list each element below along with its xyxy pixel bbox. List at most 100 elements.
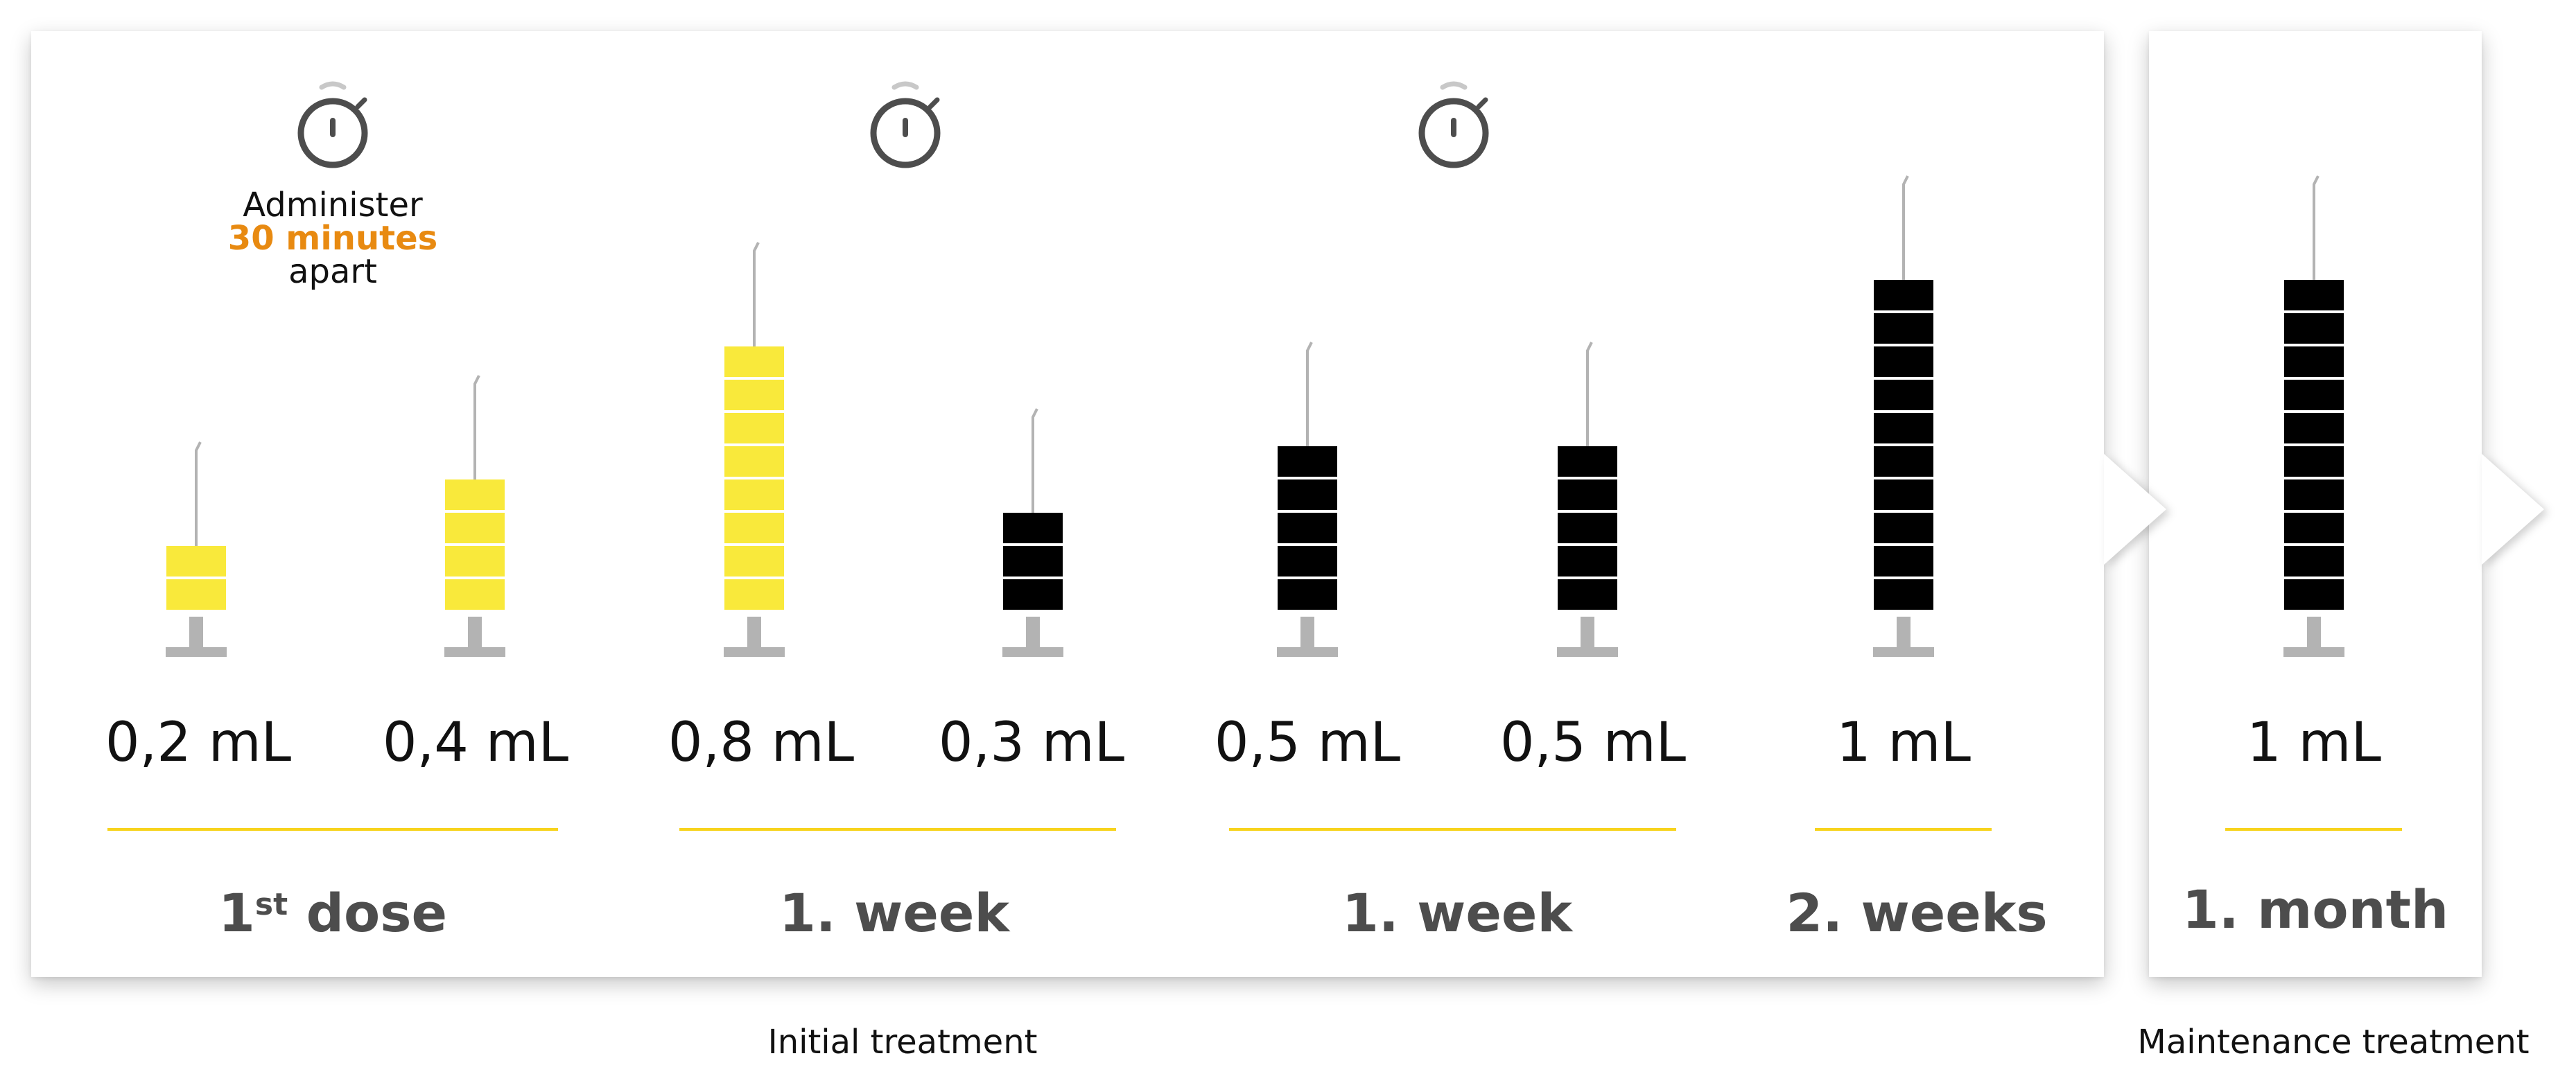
plunger-base — [724, 647, 785, 657]
dose-segment — [1278, 446, 1337, 477]
plunger-base — [1557, 647, 1618, 657]
dose-segment — [1558, 479, 1617, 510]
syringe-icon — [1873, 175, 1934, 657]
caption-maintenance-treatment: Maintenance treatment — [2137, 1023, 2530, 1062]
plunger-base — [1277, 647, 1338, 657]
dose-segment — [1278, 579, 1337, 610]
period-first-dose: 1st dose — [159, 887, 506, 940]
dose-segment — [1874, 280, 1933, 310]
dose-segment — [724, 513, 784, 543]
dose-segment — [1558, 579, 1617, 610]
dose-segment — [1874, 579, 1933, 610]
plunger-base — [1002, 647, 1063, 657]
dose-segment — [1003, 546, 1063, 576]
dose-amount-5: 0,5 mL — [1214, 712, 1401, 774]
stopwatch-icon — [870, 81, 941, 168]
plunger — [747, 617, 761, 650]
plunger — [1026, 617, 1040, 650]
plunger — [2307, 617, 2321, 650]
timer-note: Administer 30 minutes apart — [194, 188, 471, 288]
plunger — [1581, 617, 1594, 650]
dose-amount-7: 1 mL — [1836, 712, 1971, 774]
dose-segment — [1003, 513, 1063, 543]
dose-segment — [724, 413, 784, 443]
dose-segment — [724, 546, 784, 576]
dose-segment — [724, 380, 784, 410]
dose-segment — [2284, 479, 2344, 510]
plunger-base — [2283, 647, 2344, 657]
dose-segment — [2284, 313, 2344, 344]
plunger — [189, 617, 203, 650]
syringe-icon — [1277, 342, 1338, 657]
divider-line — [1229, 828, 1676, 831]
needle — [1032, 408, 1038, 513]
dose-segment — [2284, 546, 2344, 576]
timer-note-highlight: 30 minutes — [227, 219, 438, 258]
dose-segment — [2284, 579, 2344, 610]
syringe-icon — [1557, 342, 1618, 657]
dose-amount-8: 1 mL — [2247, 712, 2381, 774]
syringe-icon — [166, 441, 227, 657]
dose-segment — [1278, 546, 1337, 576]
plunger — [1897, 617, 1911, 650]
stopwatch-part — [319, 81, 347, 90]
stopwatch-part — [355, 97, 367, 109]
dose-segment — [1278, 513, 1337, 543]
syringe-icon — [724, 242, 785, 657]
dose-segment — [445, 479, 505, 510]
syringe-icon — [2283, 175, 2344, 657]
dose-amount-3: 0,8 mL — [668, 712, 855, 774]
plunger-base — [444, 647, 505, 657]
stopwatch-part — [1476, 97, 1488, 109]
period-number: 1 — [218, 882, 255, 944]
dose-segment — [724, 579, 784, 610]
dose-amount-2: 0,4 mL — [382, 712, 569, 774]
stopwatch-icon — [297, 81, 368, 168]
dose-segment — [1558, 546, 1617, 576]
dose-amount-4: 0,3 mL — [938, 712, 1125, 774]
plunger-base — [166, 647, 227, 657]
dose-segment — [1874, 380, 1933, 410]
period-week-1: 1. week — [778, 882, 1010, 944]
dose-segment — [724, 479, 784, 510]
dose-segment — [1874, 546, 1933, 576]
dose-segment — [1874, 513, 1933, 543]
timer-note-line3: apart — [288, 252, 377, 291]
dose-segment — [724, 346, 784, 377]
divider-line — [679, 828, 1116, 831]
needle — [1902, 175, 1909, 280]
dose-segment — [2284, 280, 2344, 310]
timer-note-line1: Administer — [243, 186, 423, 225]
needle — [473, 375, 480, 479]
period-text: dose — [306, 882, 447, 944]
dose-segment — [1874, 313, 1933, 344]
dose-segment — [1874, 446, 1933, 477]
dose-amount-6: 0,5 mL — [1499, 712, 1687, 774]
stopwatch-part — [297, 98, 368, 168]
dose-segment — [2284, 513, 2344, 543]
dose-segment — [724, 446, 784, 477]
divider-line — [1815, 828, 1992, 831]
plunger — [468, 617, 482, 650]
period-month: 1. month — [2182, 879, 2449, 940]
dose-segment — [1874, 346, 1933, 377]
stopwatch-part — [891, 81, 919, 90]
divider-line — [2225, 828, 2402, 831]
dose-segment — [166, 546, 226, 576]
dose-segment — [445, 579, 505, 610]
dose-segment — [2284, 413, 2344, 443]
dose-segment — [2284, 346, 2344, 377]
stopwatch-icon — [1418, 81, 1489, 168]
period-two-weeks: 2. weeks — [1786, 882, 2048, 944]
plunger — [1300, 617, 1314, 650]
dose-segment — [1558, 513, 1617, 543]
stopwatch-part — [1440, 81, 1468, 90]
syringe-icon — [444, 375, 505, 657]
plunger-base — [1873, 647, 1934, 657]
dose-segment — [166, 579, 226, 610]
period-superscript: st — [254, 887, 288, 922]
needle — [195, 441, 202, 546]
arrow-right-icon — [2104, 454, 2166, 565]
period-week-2: 1. week — [1341, 882, 1573, 944]
